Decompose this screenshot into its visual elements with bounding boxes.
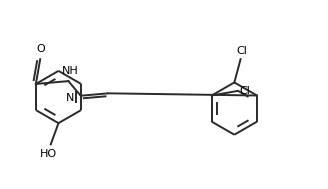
Text: O: O <box>36 44 45 54</box>
Text: Cl: Cl <box>236 46 247 56</box>
Text: HO: HO <box>40 149 57 159</box>
Text: N: N <box>66 93 75 103</box>
Text: Cl: Cl <box>239 86 250 96</box>
Text: NH: NH <box>62 66 79 76</box>
